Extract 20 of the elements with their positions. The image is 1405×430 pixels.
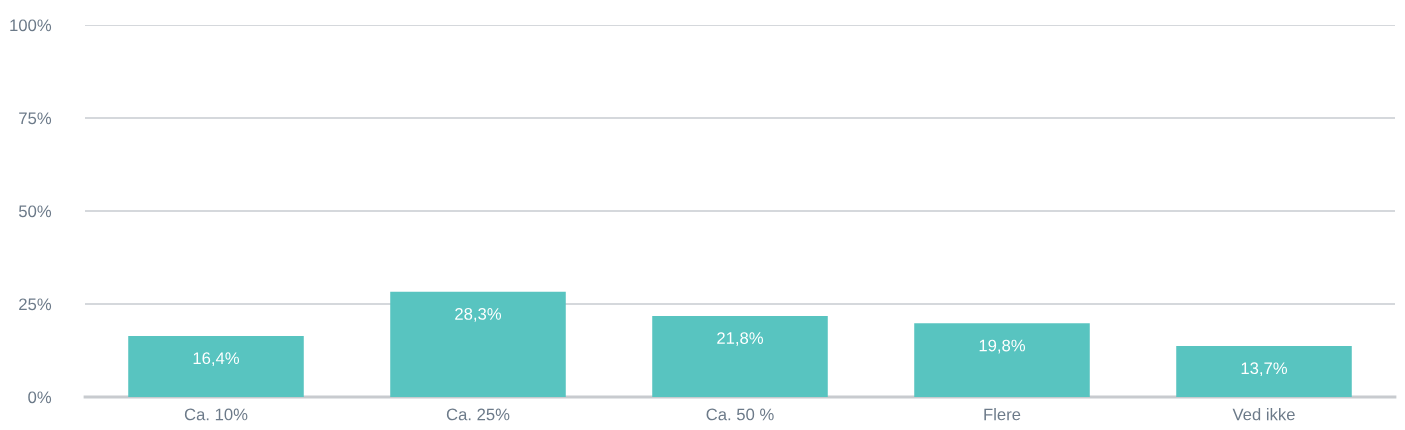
data-label: 13,7% — [1241, 362, 1288, 377]
bar — [914, 323, 1090, 397]
data-label: 19,8% — [979, 339, 1026, 354]
bar — [390, 291, 566, 397]
x-tick-label: Ved ikke — [1232, 408, 1295, 421]
y-tick-label: 25% — [19, 298, 52, 311]
x-tick-label: Flere — [984, 408, 1021, 421]
bar — [128, 335, 304, 397]
bar — [652, 315, 828, 397]
data-label: 16,4% — [193, 352, 240, 367]
data-label: 28,3% — [455, 308, 502, 322]
bar — [1176, 346, 1352, 397]
y-tick-label: 75% — [19, 112, 52, 125]
y-tick-label: 0% — [28, 391, 52, 404]
y-tick-label: 100% — [10, 19, 52, 32]
x-tick-label: Ca. 25% — [446, 408, 510, 421]
data-label: 21,8% — [717, 332, 764, 346]
x-tick-label: Ca. 50 % — [706, 408, 774, 421]
x-tick-label: Ca. 10% — [184, 408, 248, 421]
y-tick-label: 50% — [18, 205, 52, 218]
